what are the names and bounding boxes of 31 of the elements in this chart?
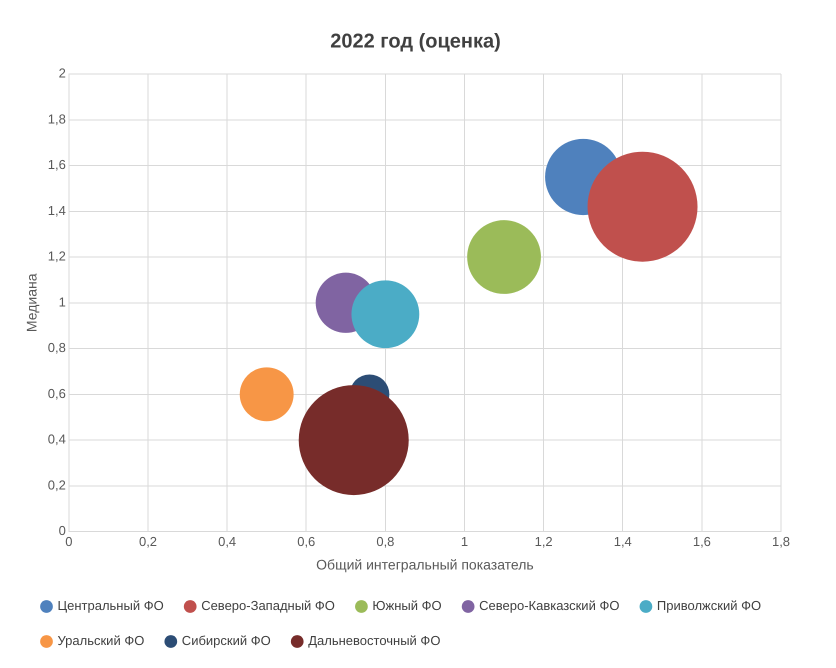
y-tick-label: 0,4 [48, 432, 66, 447]
x-tick-label: 0,4 [218, 534, 236, 549]
legend-label: Дальневосточный ФО [308, 633, 440, 648]
chart-title: 2022 год (оценка) [330, 30, 501, 53]
x-tick-label: 1,2 [534, 534, 553, 549]
legend-label: Южный ФО [372, 598, 442, 614]
y-tick-label: 0,6 [48, 386, 66, 401]
legend-label: Сибирский ФО [182, 633, 271, 648]
y-tick-label: 0 [58, 523, 66, 538]
x-tick-label: 1,6 [692, 534, 711, 549]
legend-label: Северо-Кавказский ФО [479, 598, 620, 614]
y-tick-label: 2 [58, 66, 66, 81]
legend-label: Центральный ФО [58, 598, 164, 614]
y-tick-label: 0,8 [48, 340, 66, 356]
x-tick-label: 1 [460, 534, 468, 549]
y-tick-label: 1,6 [48, 157, 66, 172]
y-axis-title: Медиана [23, 273, 40, 332]
x-tick-label: 1,4 [614, 534, 632, 549]
y-tick-label: 1,8 [48, 111, 66, 126]
x-axis-title: Общий интегральный показатель [316, 556, 534, 572]
legend-label: Уральский ФО [58, 633, 144, 648]
y-tick-label: 0,2 [48, 477, 66, 492]
x-tick-label: 0,2 [138, 534, 158, 549]
y-tick-label: 1,2 [48, 248, 66, 264]
legend-label: Северо-Западный ФО [201, 598, 335, 614]
x-tick-label: 0,6 [297, 534, 316, 549]
legend-label: Приволжский ФО [656, 598, 762, 614]
y-tick-label: 1 [58, 294, 66, 310]
x-tick-label: 1,8 [772, 534, 790, 549]
x-tick-label: 0,8 [376, 534, 394, 549]
y-tick-label: 1,4 [48, 202, 66, 218]
